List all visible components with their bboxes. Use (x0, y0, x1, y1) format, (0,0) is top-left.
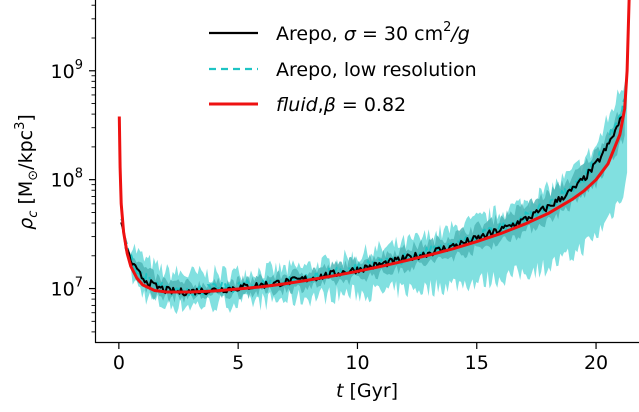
x-tick-label: 5 (232, 352, 244, 374)
x-tick-label: 15 (465, 352, 489, 374)
y-tick-label: 107 (51, 276, 83, 301)
y-axis-label: ρc [M⊙/kpc3] (13, 114, 41, 230)
series-line-low-resolution (120, 98, 626, 297)
y-tick-label: 108 (51, 167, 83, 192)
series-line-fluid (117, 0, 631, 294)
x-tick-label: 0 (113, 352, 125, 374)
legend-label-fluid: fluid,β = 0.82 (276, 94, 406, 116)
legend-label-arepo: Arepo, σ = 30 cm2/g (276, 20, 470, 45)
band-inner (130, 98, 625, 303)
x-axis-ticks: 0 5 10 15 20 (113, 343, 608, 374)
series-lines (117, 0, 631, 297)
legend-label-low-resolution: Arepo, low resolution (276, 59, 477, 81)
y-axis-ticks: 107 108 109 (51, 58, 95, 301)
y-tick-label: 109 (51, 58, 83, 83)
band-outer (130, 80, 628, 315)
legend: Arepo, σ = 30 cm2/g Arepo, low resolutio… (209, 20, 477, 116)
y-axis-minor-ticks (91, 4, 95, 333)
x-tick-label: 10 (345, 352, 369, 374)
x-axis-label: t [Gyr] (336, 380, 398, 402)
simulation-spread-bands (130, 80, 628, 315)
x-tick-label: 20 (584, 352, 608, 374)
